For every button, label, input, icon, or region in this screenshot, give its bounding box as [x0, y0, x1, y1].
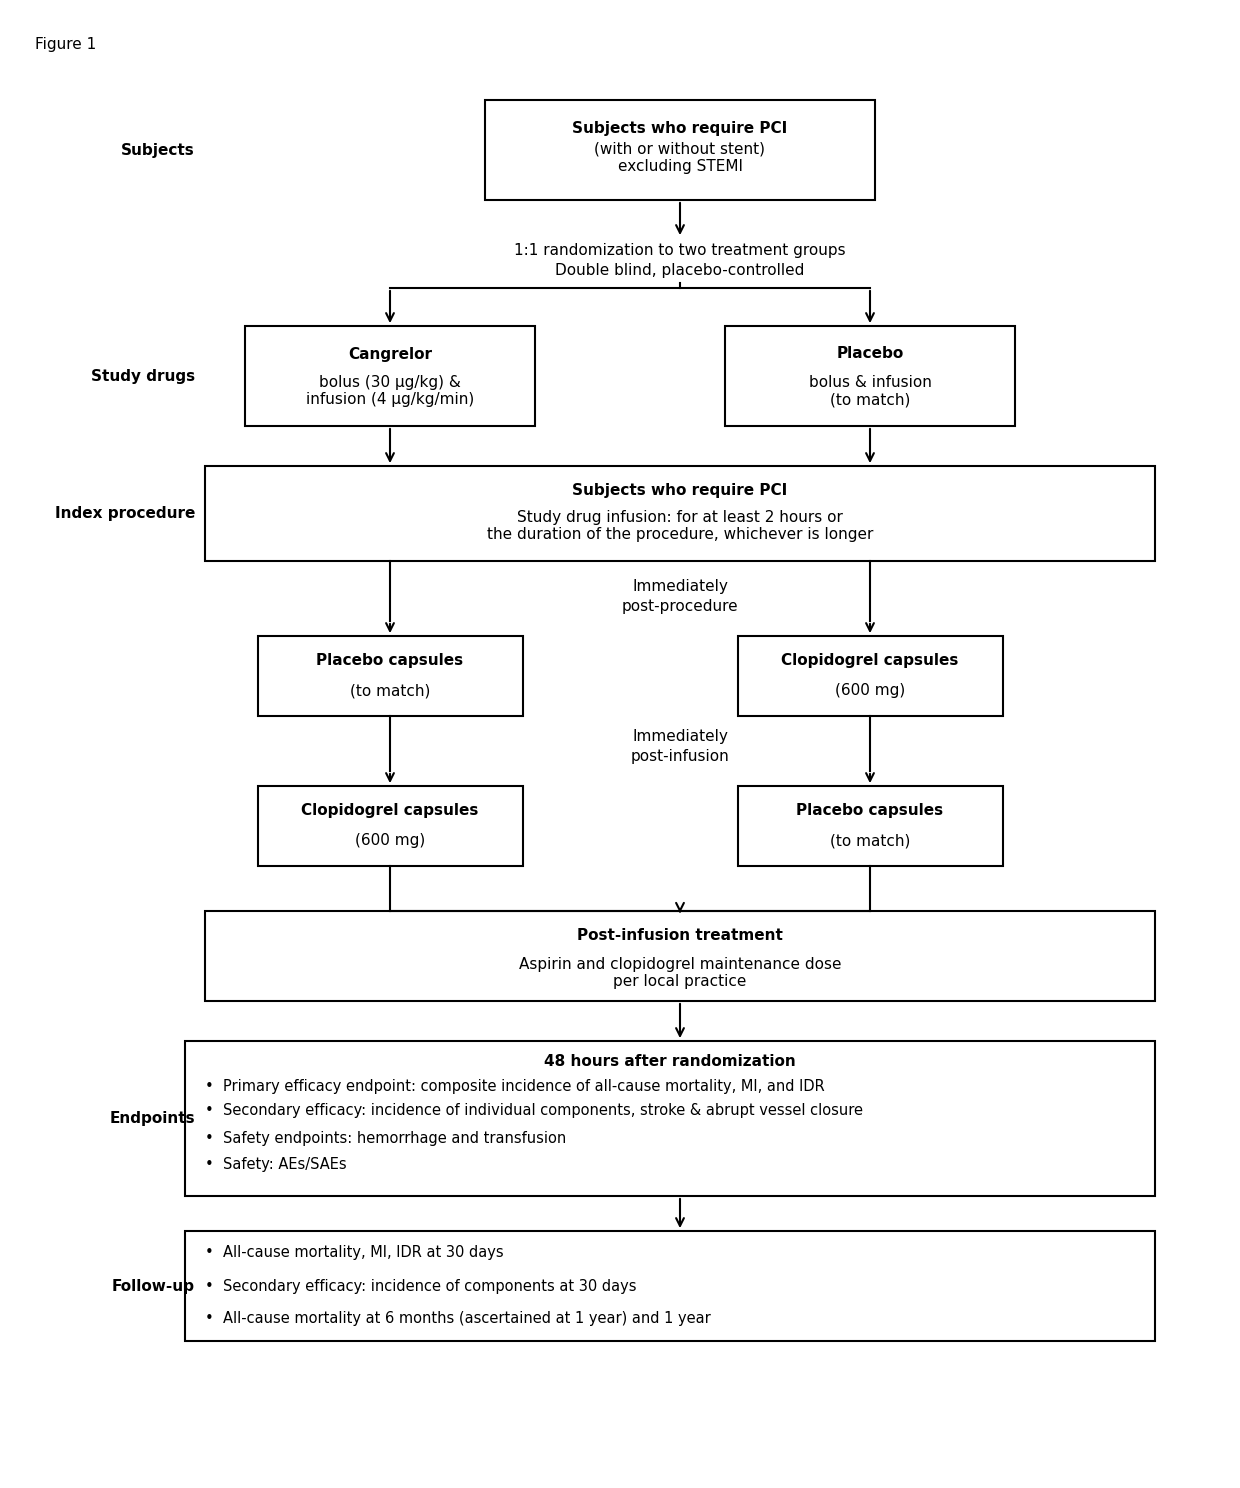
Bar: [185, 1042, 1154, 1196]
Bar: [205, 466, 1154, 561]
Text: Placebo: Placebo: [836, 347, 904, 362]
Text: 1:1 randomization to two treatment groups: 1:1 randomization to two treatment group…: [515, 243, 846, 257]
Text: Study drugs: Study drugs: [91, 369, 195, 384]
Text: bolus (30 μg/kg) &
infusion (4 μg/kg/min): bolus (30 μg/kg) & infusion (4 μg/kg/min…: [306, 375, 474, 408]
Text: Study drug infusion: for at least 2 hours or
the duration of the procedure, whic: Study drug infusion: for at least 2 hour…: [487, 510, 873, 542]
Text: •  All-cause mortality, MI, IDR at 30 days: • All-cause mortality, MI, IDR at 30 day…: [205, 1245, 503, 1260]
Text: (to match): (to match): [830, 833, 910, 848]
Bar: [246, 326, 534, 426]
Text: Endpoints: Endpoints: [109, 1112, 195, 1126]
Bar: [485, 100, 875, 199]
Bar: [258, 635, 522, 716]
Text: Clopidogrel capsules: Clopidogrel capsules: [301, 804, 479, 818]
Text: Aspirin and clopidogrel maintenance dose
per local practice: Aspirin and clopidogrel maintenance dose…: [518, 957, 841, 990]
Text: Subjects who require PCI: Subjects who require PCI: [573, 484, 787, 498]
Text: Post-infusion treatment: Post-infusion treatment: [577, 929, 782, 943]
Text: •  Secondary efficacy: incidence of individual components, stroke & abrupt vesse: • Secondary efficacy: incidence of indiv…: [205, 1104, 863, 1119]
Text: •  Primary efficacy endpoint: composite incidence of all-cause mortality, MI, an: • Primary efficacy endpoint: composite i…: [205, 1079, 825, 1094]
Text: •  Safety: AEs/SAEs: • Safety: AEs/SAEs: [205, 1156, 347, 1171]
Bar: [738, 635, 1002, 716]
Text: Figure 1: Figure 1: [35, 37, 97, 52]
Bar: [205, 911, 1154, 1001]
Text: Subjects: Subjects: [122, 143, 195, 158]
Text: (with or without stent)
excluding STEMI: (with or without stent) excluding STEMI: [594, 141, 765, 174]
Bar: [258, 786, 522, 866]
Text: bolus & infusion
(to match): bolus & infusion (to match): [808, 375, 931, 408]
Text: (to match): (to match): [350, 683, 430, 698]
Text: •  Safety endpoints: hemorrhage and transfusion: • Safety endpoints: hemorrhage and trans…: [205, 1131, 567, 1146]
Text: (600 mg): (600 mg): [835, 683, 905, 698]
Text: Index procedure: Index procedure: [55, 506, 195, 521]
Text: •  Secondary efficacy: incidence of components at 30 days: • Secondary efficacy: incidence of compo…: [205, 1278, 636, 1293]
Text: Cangrelor: Cangrelor: [348, 347, 432, 362]
Bar: [725, 326, 1016, 426]
Text: 48 hours after randomization: 48 hours after randomization: [544, 1054, 796, 1068]
Text: post-infusion: post-infusion: [631, 748, 729, 763]
Text: Subjects who require PCI: Subjects who require PCI: [573, 121, 787, 135]
Text: •  All-cause mortality at 6 months (ascertained at 1 year) and 1 year: • All-cause mortality at 6 months (ascer…: [205, 1311, 711, 1326]
Text: Clopidogrel capsules: Clopidogrel capsules: [781, 653, 959, 668]
Text: Double blind, placebo-controlled: Double blind, placebo-controlled: [556, 262, 805, 277]
Text: Immediately: Immediately: [632, 579, 728, 594]
Text: (600 mg): (600 mg): [355, 833, 425, 848]
Text: post-procedure: post-procedure: [621, 598, 738, 613]
Text: Placebo capsules: Placebo capsules: [796, 804, 944, 818]
Text: Follow-up: Follow-up: [112, 1278, 195, 1293]
Text: Immediately: Immediately: [632, 729, 728, 744]
Bar: [185, 1231, 1154, 1341]
Bar: [738, 786, 1002, 866]
Text: Placebo capsules: Placebo capsules: [316, 653, 464, 668]
